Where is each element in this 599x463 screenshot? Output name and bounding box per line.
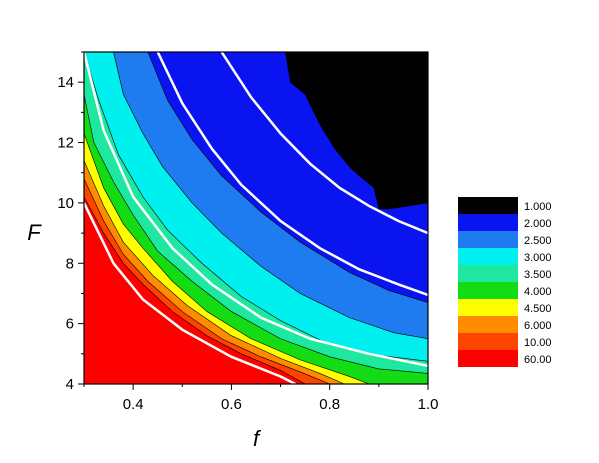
white-curve-4	[220, 52, 428, 235]
y-tick-label: 14	[57, 74, 74, 91]
legend-label: 6.000	[524, 320, 552, 332]
x-axis: 0.4 0.6 0.8 1.0	[83, 384, 439, 413]
legend-label: 1.000	[524, 201, 552, 213]
legend-label: 2.500	[524, 235, 552, 247]
legend-label: 4.500	[524, 303, 552, 315]
y-axis: 4 6 8 10 12 14	[57, 51, 84, 393]
white-curve-2	[84, 52, 428, 368]
legend-swatch	[458, 333, 518, 350]
y-tick-label: 12	[57, 135, 74, 152]
legend-swatch	[458, 248, 518, 265]
legend-swatch	[458, 231, 518, 248]
legend-swatch	[458, 214, 518, 231]
legend-label: 10.00	[524, 337, 552, 349]
legend-label: 2.000	[524, 218, 552, 230]
legend-swatch	[458, 265, 518, 282]
y-tick-label: 10	[57, 195, 74, 212]
white-curve-1	[84, 202, 296, 384]
x-tick-label: 0.8	[319, 396, 340, 413]
y-axis-title: F	[27, 220, 42, 245]
legend-swatch	[458, 316, 518, 333]
legend: 1.000 2.000 2.500 3.000 3.500 4.000 4.500 6.000…	[458, 197, 552, 367]
contour-fills	[84, 52, 428, 384]
legend-label: 4.000	[524, 286, 552, 298]
legend-swatch	[458, 299, 518, 316]
legend-label: 60.00	[524, 354, 552, 366]
plot-frame	[83, 51, 429, 385]
y-tick-label: 4	[66, 376, 74, 393]
x-axis-title: f	[253, 426, 262, 451]
y-tick-label: 6	[66, 316, 74, 333]
x-tick-label: 1.0	[418, 396, 439, 413]
white-curves	[84, 52, 428, 384]
x-tick-label: 0.4	[123, 396, 144, 413]
legend-swatch	[458, 282, 518, 299]
white-curve-3	[156, 52, 428, 297]
legend-swatch	[458, 350, 518, 367]
legend-label: 3.000	[524, 252, 552, 264]
legend-swatch	[458, 197, 518, 214]
legend-label: 3.500	[524, 269, 552, 281]
region-1.000	[285, 52, 428, 210]
x-tick-label: 0.6	[221, 396, 242, 413]
y-tick-label: 8	[66, 255, 74, 272]
